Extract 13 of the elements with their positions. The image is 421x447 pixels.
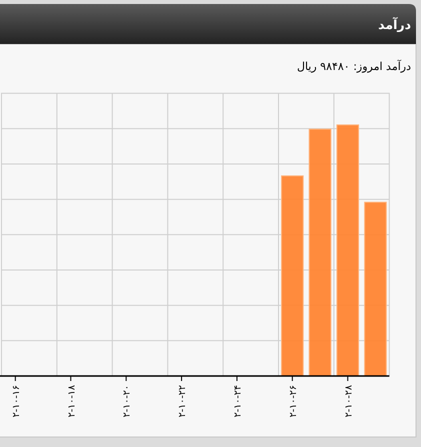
chart-title: درآمد bbox=[378, 17, 411, 33]
x-tick-label: ۲-۱۰-۲۲ bbox=[177, 385, 188, 418]
x-tick-label: ۲-۱۰-۲۶ bbox=[288, 385, 299, 418]
bar bbox=[281, 175, 304, 376]
bar bbox=[364, 202, 387, 376]
chart-subtitle: درآمد امروز: ۹۸۴۸۰ ریال bbox=[296, 59, 412, 73]
bar bbox=[308, 128, 332, 376]
x-tick-label: ۲-۱۰-۱۸ bbox=[66, 385, 78, 418]
x-tick-label: ۲-۱۰-۲۰ bbox=[122, 385, 133, 418]
x-tick-label: ۲-۱۰-۲۸ bbox=[343, 385, 354, 418]
x-tick-label: ۲-۱۰-۱۶ bbox=[10, 385, 22, 418]
bar bbox=[336, 124, 360, 376]
x-tick-label: ۲-۱۰-۲۴ bbox=[232, 385, 244, 418]
